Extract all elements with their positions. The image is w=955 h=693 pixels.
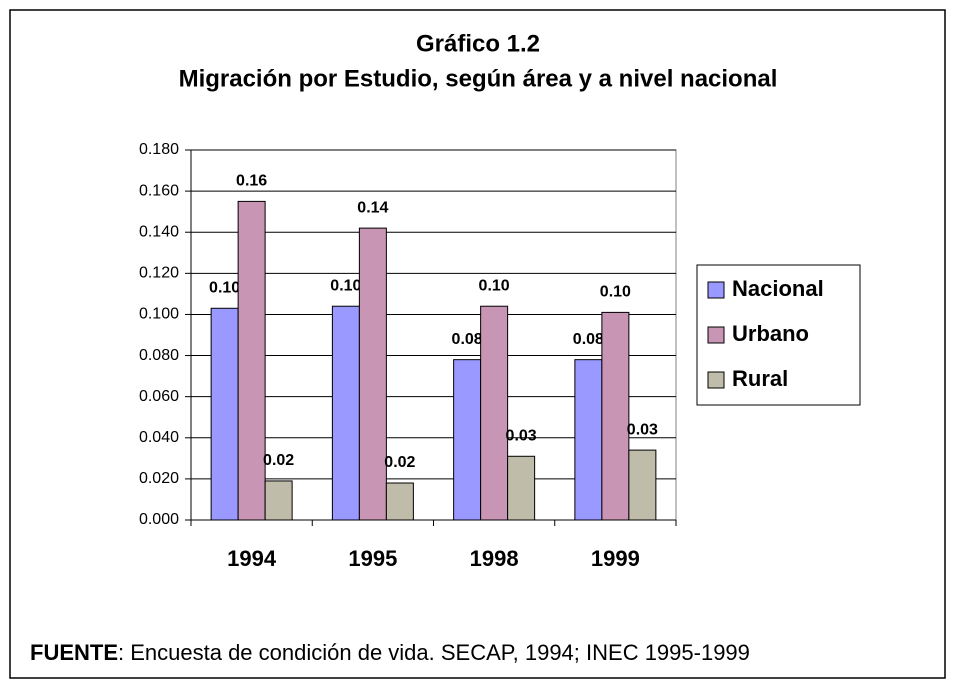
bar [453, 359, 482, 521]
value-label: 0.02 [384, 454, 415, 471]
y-tick-label: 0.100 [139, 306, 179, 323]
y-tick-label: 0.140 [139, 223, 179, 240]
x-tick-label: 1999 [591, 546, 640, 571]
y-tick-label: 0.020 [139, 470, 179, 487]
value-label: 0.16 [236, 173, 267, 190]
y-tick-label: 0.120 [139, 265, 179, 282]
bar [331, 305, 360, 521]
value-label: 0.10 [600, 284, 631, 301]
value-label: 0.10 [330, 277, 361, 294]
bar [385, 482, 414, 521]
y-tick-label: 0.040 [139, 429, 179, 446]
bar [507, 455, 536, 521]
bar [574, 359, 603, 521]
bar [358, 227, 387, 521]
x-tick-label: 1995 [348, 546, 397, 571]
chart-title: Gráfico 1.2 [416, 30, 540, 57]
bar [264, 480, 293, 521]
value-label: 0.03 [506, 427, 537, 444]
y-tick-label: 0.000 [139, 511, 179, 528]
bar [601, 311, 630, 521]
legend-label: Urbano [732, 321, 809, 346]
bar [480, 305, 509, 521]
legend-label: Nacional [732, 276, 824, 301]
bar [210, 307, 239, 521]
source-label: FUENTE [30, 640, 118, 665]
x-tick-label: 1998 [470, 546, 519, 571]
legend-swatch [707, 281, 725, 299]
x-tick-label: 1994 [227, 546, 277, 571]
y-tick-label: 0.180 [139, 141, 179, 158]
value-label: 0.03 [627, 421, 658, 438]
value-label: 0.02 [263, 452, 294, 469]
y-tick-label: 0.060 [139, 388, 179, 405]
value-label: 0.10 [479, 277, 510, 294]
source-text: : Encuesta de condición de vida. SECAP, … [118, 640, 750, 665]
value-label: 0.08 [452, 331, 483, 348]
y-tick-label: 0.080 [139, 347, 179, 364]
value-label: 0.08 [573, 331, 604, 348]
legend-label: Rural [732, 366, 788, 391]
y-tick-label: 0.160 [139, 182, 179, 199]
legend-swatch [707, 326, 725, 344]
chart-subtitle: Migración por Estudio, según área y a ni… [179, 65, 778, 92]
source-note: FUENTE: Encuesta de condición de vida. S… [30, 640, 750, 665]
value-label: 0.14 [357, 199, 388, 216]
legend-swatch [707, 371, 725, 389]
bar [237, 200, 266, 521]
value-label: 0.10 [209, 279, 240, 296]
bar [628, 449, 657, 521]
